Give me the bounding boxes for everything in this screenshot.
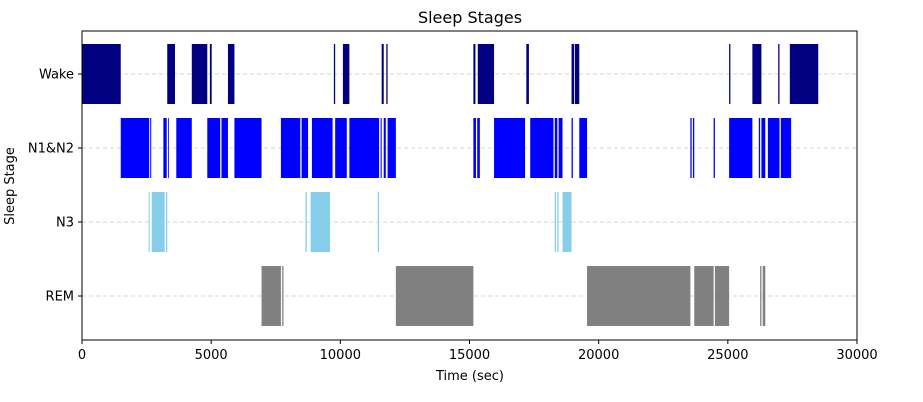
y-tick-label: REM xyxy=(46,290,74,305)
bar-n1-n2-3 xyxy=(168,118,169,178)
bar-n3-0 xyxy=(148,192,150,252)
bar-n1-n2-13 xyxy=(380,118,382,178)
bar-wake-0 xyxy=(82,44,121,104)
bar-n1-n2-2 xyxy=(163,118,167,178)
bar-wake-17 xyxy=(789,44,819,104)
bar-n1-n2-27 xyxy=(729,118,753,178)
bar-n1-n2-10 xyxy=(311,118,333,178)
x-tick-label: 20000 xyxy=(578,348,619,363)
bar-rem-2 xyxy=(395,266,474,326)
bar-n3-6 xyxy=(554,192,557,252)
y-tick-label: N3 xyxy=(56,216,74,231)
chart-title: Sleep Stages xyxy=(418,8,522,27)
bar-wake-11 xyxy=(526,44,529,104)
x-tick-label: 0 xyxy=(78,348,86,363)
bar-n3-3 xyxy=(305,192,307,252)
bar-n3-4 xyxy=(310,192,330,252)
bar-wake-12 xyxy=(571,44,575,104)
bar-rem-4 xyxy=(694,266,714,326)
x-tick-label: 5000 xyxy=(195,348,228,363)
bar-wake-8 xyxy=(386,44,388,104)
bar-rem-1 xyxy=(282,266,284,326)
bar-n1-n2-17 xyxy=(477,118,480,178)
bar-n1-n2-7 xyxy=(234,118,262,178)
bar-n1-n2-29 xyxy=(761,118,766,178)
bar-n1-n2-1 xyxy=(150,118,152,178)
bar-rem-0 xyxy=(261,266,281,326)
x-axis-label: Time (sec) xyxy=(435,369,504,384)
bar-n1-n2-30 xyxy=(767,118,780,178)
bar-wake-6 xyxy=(342,44,350,104)
bar-wake-16 xyxy=(778,44,780,104)
bar-n1-n2-22 xyxy=(571,118,573,178)
bar-rem-6 xyxy=(760,266,762,326)
x-tick-label: 25000 xyxy=(707,348,748,363)
bar-n1-n2-28 xyxy=(758,118,761,178)
bar-wake-1 xyxy=(167,44,175,104)
bar-wake-13 xyxy=(574,44,580,104)
bar-wake-4 xyxy=(227,44,235,104)
bar-n3-2 xyxy=(165,192,168,252)
bar-n1-n2-8 xyxy=(280,118,301,178)
bar-n1-n2-18 xyxy=(494,118,526,178)
bar-rem-7 xyxy=(762,266,766,326)
bar-n1-n2-19 xyxy=(530,118,554,178)
y-tick-label: N1&N2 xyxy=(28,142,74,157)
bar-n3-5 xyxy=(377,192,380,252)
bar-n3-1 xyxy=(151,192,165,252)
bar-n1-n2-9 xyxy=(301,118,309,178)
x-tick-label: 10000 xyxy=(320,348,361,363)
bar-n3-7 xyxy=(557,192,559,252)
bar-wake-15 xyxy=(752,44,762,104)
bar-n1-n2-5 xyxy=(207,118,221,178)
bar-n1-n2-0 xyxy=(120,118,150,178)
bar-n1-n2-15 xyxy=(387,118,396,178)
y-axis-label: Sleep Stage xyxy=(3,147,18,225)
bar-n1-n2-21 xyxy=(558,118,563,178)
bar-wake-9 xyxy=(473,44,476,104)
bar-n1-n2-23 xyxy=(579,118,588,178)
bar-n1-n2-16 xyxy=(473,118,476,178)
bar-n1-n2-31 xyxy=(780,118,792,178)
plot-area: 0 5000 10000 15000 20000 25000 30000 Wake N1&N2 N… xyxy=(28,30,878,363)
bar-n1-n2-14 xyxy=(383,118,386,178)
bar-wake-5 xyxy=(333,44,336,104)
bar-n1-n2-26 xyxy=(713,118,715,178)
bar-n1-n2-25 xyxy=(692,118,695,178)
bar-rem-5 xyxy=(714,266,730,326)
bar-wake-10 xyxy=(477,44,495,104)
x-tick-label: 15000 xyxy=(449,348,490,363)
bar-wake-7 xyxy=(381,44,384,104)
bar-n1-n2-4 xyxy=(176,118,192,178)
bar-n1-n2-6 xyxy=(221,118,228,178)
bar-n1-n2-20 xyxy=(554,118,558,178)
bar-n1-n2-24 xyxy=(690,118,692,178)
bar-wake-2 xyxy=(191,44,208,104)
bar-n3-8 xyxy=(562,192,572,252)
x-tick-label: 30000 xyxy=(836,348,877,363)
bar-n1-n2-11 xyxy=(335,118,347,178)
bar-n1-n2-12 xyxy=(349,118,380,178)
y-tick-label: Wake xyxy=(39,68,74,83)
bar-wake-3 xyxy=(209,44,212,104)
bar-rem-3 xyxy=(587,266,691,326)
bar-wake-14 xyxy=(729,44,731,104)
